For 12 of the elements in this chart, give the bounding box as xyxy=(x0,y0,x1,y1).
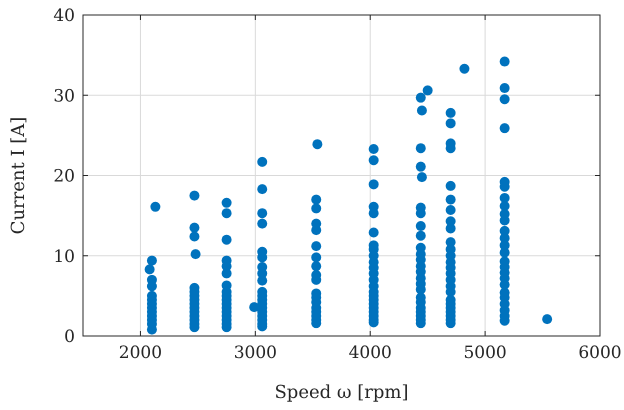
y-tick-label: 0 xyxy=(64,327,75,347)
y-tick-label: 10 xyxy=(53,246,75,267)
y-tick-label: 40 xyxy=(53,6,75,26)
x-tick-label: 2000 xyxy=(118,343,162,363)
x-tick-label: 5000 xyxy=(463,343,507,363)
x-tick-label: 4000 xyxy=(348,343,392,363)
y-tick-label: 30 xyxy=(53,86,75,106)
y-tick-label: 20 xyxy=(53,166,75,186)
y-axis-title: Current I [A] xyxy=(8,116,29,234)
x-tick-label: 3000 xyxy=(234,343,277,363)
x-axis-title: Speed ω [rpm] xyxy=(274,382,409,403)
x-tick-label: 6000 xyxy=(578,343,622,363)
